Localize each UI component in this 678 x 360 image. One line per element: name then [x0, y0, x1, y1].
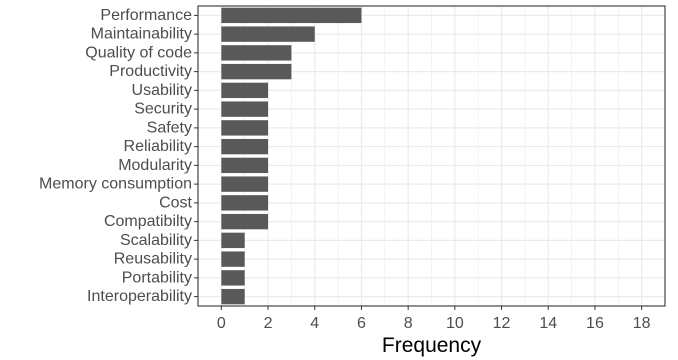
bar: [221, 26, 315, 42]
y-tick-label: Security: [134, 101, 192, 118]
x-axis-title: Frequency: [382, 334, 482, 357]
major-gridlines: [198, 6, 665, 306]
y-tick-label: Portability: [122, 269, 192, 286]
x-tick-label: 14: [539, 315, 557, 332]
x-tick-label: 0: [217, 315, 226, 332]
y-tick-label: Compatibilty: [104, 213, 192, 230]
x-tick-label: 2: [264, 315, 273, 332]
x-tick-label: 4: [310, 315, 319, 332]
minor-gridlines: [244, 6, 619, 306]
y-tick-label: Scalability: [120, 232, 192, 249]
bar: [221, 288, 245, 305]
x-axis-ticks: 0 2 4 6 8 10 12 14 16 18: [217, 306, 651, 332]
y-tick-label: Cost: [159, 194, 192, 211]
y-tick-label: Reliability: [124, 138, 192, 155]
x-tick-label: 8: [404, 315, 413, 332]
x-tick-label: 12: [493, 315, 511, 332]
bar: [221, 195, 269, 211]
bar: [221, 101, 269, 117]
y-tick-label: Performance: [100, 7, 192, 24]
x-tick-label: 10: [446, 315, 464, 332]
bar: [221, 138, 269, 155]
x-tick-label: 6: [357, 315, 366, 332]
bar: [221, 157, 269, 174]
bar: [221, 213, 269, 230]
y-tick-label: Productivity: [109, 63, 192, 80]
bar: [221, 7, 362, 24]
y-tick-label: Modularity: [118, 157, 192, 174]
bar: [221, 251, 245, 267]
y-tick-label: Quality of code: [85, 44, 192, 61]
bar: [221, 232, 245, 249]
bar: [221, 63, 292, 80]
plot-panel-border: [197, 5, 666, 307]
y-tick-label: Interoperability: [87, 288, 192, 305]
y-tick-label: Usability: [132, 82, 192, 99]
bar: [221, 45, 292, 61]
bar: [221, 270, 245, 286]
x-tick-label: 16: [586, 315, 604, 332]
y-tick-label: Maintainability: [91, 26, 192, 43]
bar: [221, 176, 269, 192]
y-tick-label: Reusability: [114, 251, 192, 268]
bar: [221, 120, 269, 136]
bar: [221, 82, 269, 99]
x-tick-label: 18: [633, 315, 651, 332]
y-tick-label: Memory consumption: [39, 176, 192, 193]
y-tick-label: Safety: [147, 119, 192, 136]
bars: [221, 7, 362, 305]
